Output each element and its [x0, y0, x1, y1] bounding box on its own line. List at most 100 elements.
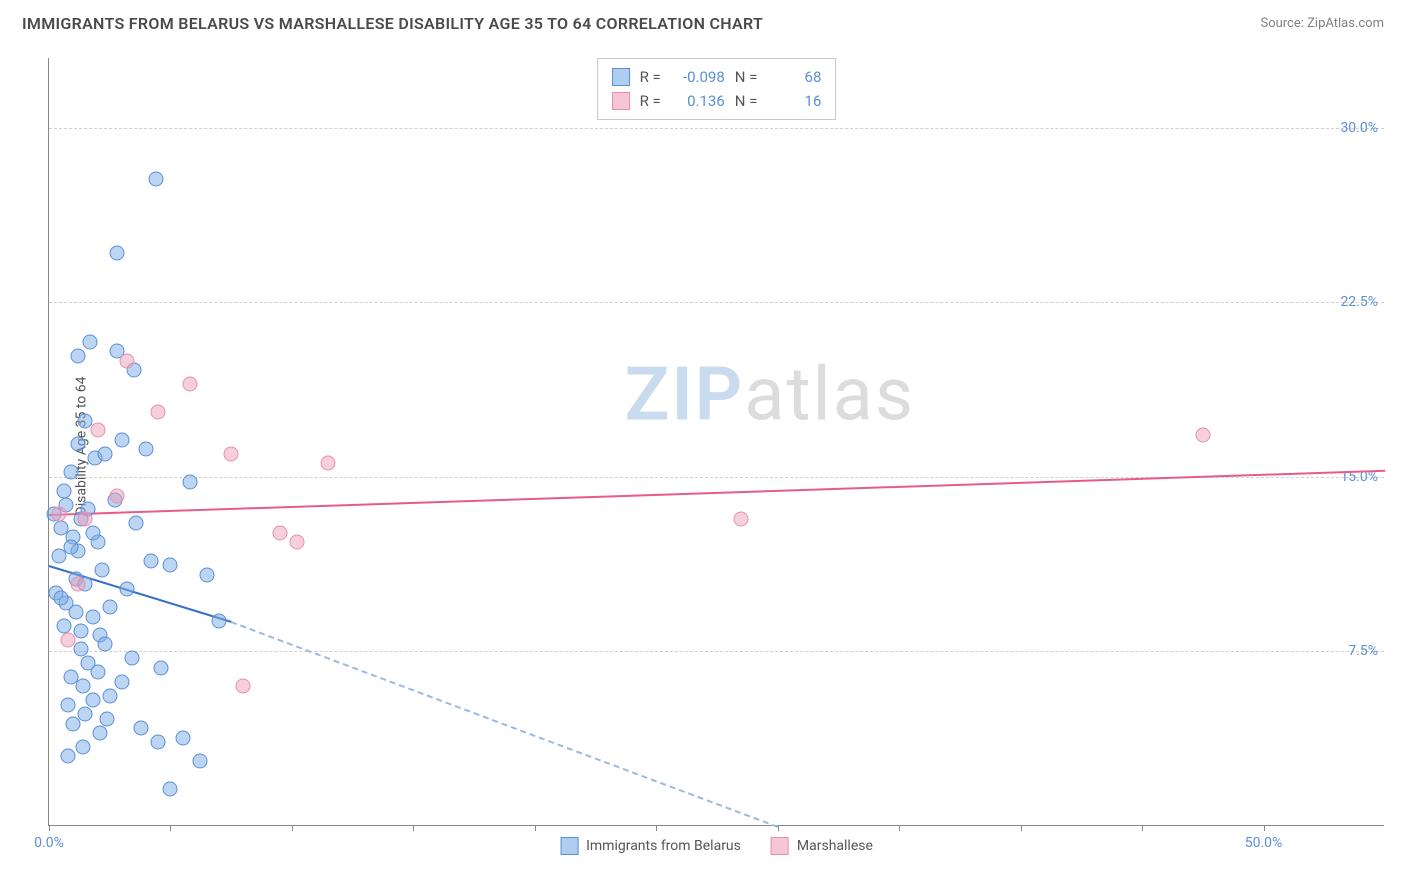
legend-row-belarus: R = -0.098 N = 68	[612, 65, 822, 89]
data-point-belarus	[192, 753, 207, 768]
data-point-belarus	[119, 581, 134, 596]
data-point-belarus	[212, 614, 227, 629]
data-point-belarus	[151, 735, 166, 750]
watermark-part2: atlas	[744, 352, 915, 439]
x-tick-label-start: 0.0%	[34, 835, 64, 851]
data-point-belarus	[76, 679, 91, 694]
data-point-belarus	[61, 749, 76, 764]
data-point-marshallese	[321, 455, 336, 470]
data-point-marshallese	[151, 404, 166, 419]
data-point-belarus	[153, 660, 168, 675]
data-point-belarus	[175, 730, 190, 745]
x-tick	[413, 825, 414, 831]
data-point-marshallese	[734, 511, 749, 526]
data-point-marshallese	[236, 679, 251, 694]
data-point-marshallese	[272, 525, 287, 540]
data-point-belarus	[134, 721, 149, 736]
data-point-belarus	[78, 707, 93, 722]
y-tick-label: 7.5%	[1348, 643, 1378, 659]
y-tick-label: 30.0%	[1340, 120, 1378, 136]
data-point-marshallese	[90, 423, 105, 438]
data-point-belarus	[73, 642, 88, 657]
data-point-marshallese	[51, 507, 66, 522]
data-point-belarus	[102, 688, 117, 703]
data-point-belarus	[110, 246, 125, 261]
data-point-belarus	[102, 600, 117, 615]
data-point-marshallese	[119, 353, 134, 368]
data-point-marshallese	[182, 376, 197, 391]
n-value: 68	[767, 65, 821, 89]
data-point-belarus	[100, 711, 115, 726]
chart-title: IMMIGRANTS FROM BELARUS VS MARSHALLESE D…	[22, 14, 763, 33]
data-point-belarus	[129, 516, 144, 531]
r-label: R =	[640, 89, 661, 113]
data-point-belarus	[124, 651, 139, 666]
swatch-pink-icon	[771, 837, 789, 855]
data-point-belarus	[139, 441, 154, 456]
data-point-belarus	[144, 553, 159, 568]
data-point-belarus	[71, 348, 86, 363]
data-point-belarus	[63, 465, 78, 480]
data-point-marshallese	[110, 488, 125, 503]
data-point-belarus	[95, 563, 110, 578]
n-value: 16	[767, 89, 821, 113]
r-value: -0.098	[671, 65, 725, 89]
x-tick	[292, 825, 293, 831]
n-label: N =	[735, 89, 758, 113]
x-tick	[1142, 825, 1143, 831]
gridline-h	[49, 128, 1384, 129]
data-point-belarus	[68, 604, 83, 619]
watermark-part1: ZIP	[625, 352, 745, 439]
data-point-belarus	[199, 567, 214, 582]
swatch-blue-icon	[612, 68, 630, 86]
data-point-belarus	[71, 437, 86, 452]
legend-item-belarus: Immigrants from Belarus	[560, 837, 741, 855]
data-point-belarus	[61, 697, 76, 712]
x-tick	[49, 825, 50, 831]
legend-label: Marshallese	[797, 838, 873, 854]
data-point-belarus	[93, 725, 108, 740]
data-point-belarus	[85, 693, 100, 708]
data-point-belarus	[97, 446, 112, 461]
legend-label: Immigrants from Belarus	[586, 838, 741, 854]
data-point-belarus	[83, 334, 98, 349]
data-point-belarus	[148, 172, 163, 187]
gridline-h	[49, 651, 1384, 652]
data-point-belarus	[85, 525, 100, 540]
data-point-belarus	[76, 739, 91, 754]
data-point-marshallese	[78, 511, 93, 526]
data-point-belarus	[90, 665, 105, 680]
data-point-belarus	[163, 558, 178, 573]
x-tick	[656, 825, 657, 831]
r-label: R =	[640, 65, 661, 89]
legend-item-marshallese: Marshallese	[771, 837, 873, 855]
data-point-marshallese	[224, 446, 239, 461]
x-tick	[899, 825, 900, 831]
data-point-belarus	[73, 623, 88, 638]
watermark: ZIPatlas	[625, 352, 915, 439]
data-point-belarus	[85, 609, 100, 624]
data-point-belarus	[56, 618, 71, 633]
data-point-belarus	[114, 432, 129, 447]
swatch-blue-icon	[560, 837, 578, 855]
r-value: 0.136	[671, 89, 725, 113]
n-label: N =	[735, 65, 758, 89]
swatch-pink-icon	[612, 92, 630, 110]
gridline-h	[49, 302, 1384, 303]
data-point-marshallese	[289, 535, 304, 550]
x-tick	[535, 825, 536, 831]
data-point-belarus	[54, 590, 69, 605]
x-tick	[170, 825, 171, 831]
data-point-belarus	[182, 474, 197, 489]
data-point-belarus	[114, 674, 129, 689]
legend-row-marshallese: R = 0.136 N = 16	[612, 89, 822, 113]
source-attribution: Source: ZipAtlas.com	[1260, 16, 1384, 31]
data-point-belarus	[163, 781, 178, 796]
data-point-belarus	[63, 539, 78, 554]
data-point-marshallese	[1195, 428, 1210, 443]
x-tick	[1021, 825, 1022, 831]
series-legend: Immigrants from Belarus Marshallese	[560, 837, 873, 855]
correlation-legend: R = -0.098 N = 68 R = 0.136 N = 16	[597, 58, 837, 120]
data-point-belarus	[97, 637, 112, 652]
data-point-marshallese	[61, 632, 76, 647]
